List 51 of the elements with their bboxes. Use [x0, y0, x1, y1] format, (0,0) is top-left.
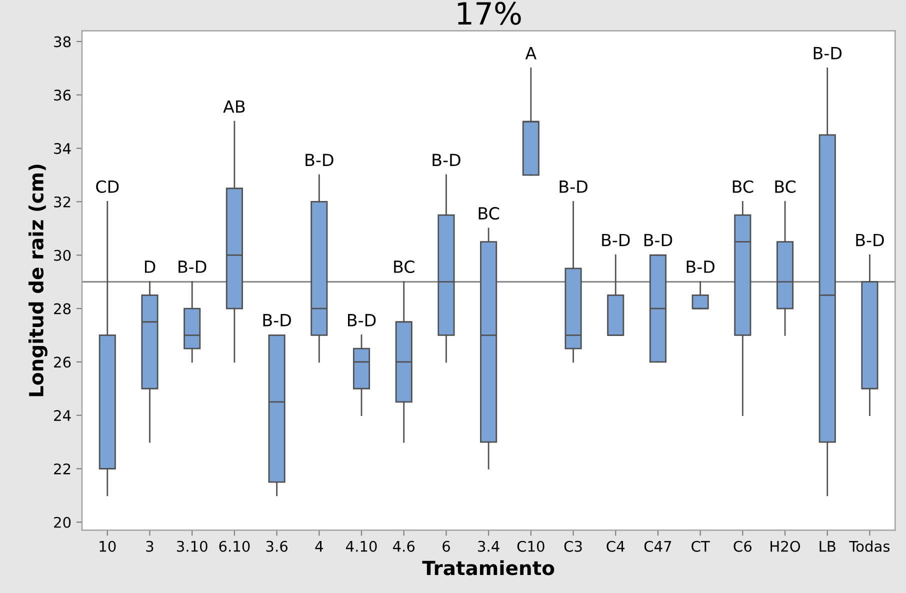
- x-tick-label: Todas: [849, 540, 890, 552]
- annotation: BC: [732, 180, 754, 193]
- annotation: B-D: [348, 314, 376, 326]
- y-tick-label: 22: [54, 463, 70, 474]
- x-tick-label: C10: [517, 540, 544, 552]
- x-tick-label: 4: [315, 541, 323, 552]
- y-tick-label: 36: [54, 90, 71, 101]
- x-tick-label: LB: [820, 541, 836, 552]
- annotation: B-D: [814, 47, 842, 60]
- x-tick-label: 3.6: [266, 540, 288, 552]
- y-tick-label: 20: [54, 516, 71, 528]
- x-tick-label: 3.4: [478, 540, 500, 552]
- annotation: B-D: [306, 154, 334, 166]
- x-tick-label: 4.10: [346, 540, 377, 552]
- annotation: B-D: [560, 180, 588, 193]
- annotation: CD: [96, 180, 119, 193]
- annotation: BC: [394, 260, 414, 274]
- x-tick-label: 10: [100, 540, 116, 552]
- annotation: B-D: [263, 314, 291, 326]
- y-tick-label: 28: [54, 303, 71, 314]
- y-tick-label: 26: [54, 356, 71, 368]
- annotation: BC: [775, 180, 796, 193]
- x-tick-label: 4.6: [392, 540, 415, 552]
- x-tick-label: C6: [734, 540, 752, 552]
- y-tick-label: 38: [54, 36, 71, 48]
- annotation: B-D: [644, 234, 672, 246]
- x-tick-label: 3: [146, 540, 154, 552]
- annotation: B-D: [178, 260, 206, 273]
- x-tick-label: H2O: [770, 540, 800, 552]
- y-tick-label: 32: [54, 196, 70, 208]
- y-axis-title: Longitud de raiz (cm): [28, 164, 48, 396]
- annotation: B-D: [432, 154, 460, 166]
- annotation: B-D: [686, 260, 714, 273]
- y-tick-label: 24: [54, 410, 71, 421]
- x-tick-label: 3.10: [176, 540, 208, 552]
- annotation: BC: [478, 207, 500, 220]
- chart-title: 17%: [458, 2, 521, 25]
- x-tick-label: 6.10: [219, 540, 250, 552]
- x-axis-title: Tratamiento: [422, 560, 554, 576]
- x-tick-label: C4: [606, 540, 625, 552]
- y-tick-label: 30: [54, 250, 71, 261]
- annotation: D: [144, 260, 156, 273]
- annotation: AB: [223, 100, 245, 113]
- annotation: B-D: [856, 234, 884, 246]
- annotation: B-D: [602, 234, 630, 246]
- x-tick-label: C47: [644, 540, 672, 552]
- annotation: A: [525, 47, 536, 60]
- y-tick-label: 34: [54, 143, 71, 154]
- x-tick-label: CT: [692, 540, 710, 552]
- x-tick-label: C3: [564, 540, 582, 552]
- x-tick-label: 6: [442, 540, 450, 552]
